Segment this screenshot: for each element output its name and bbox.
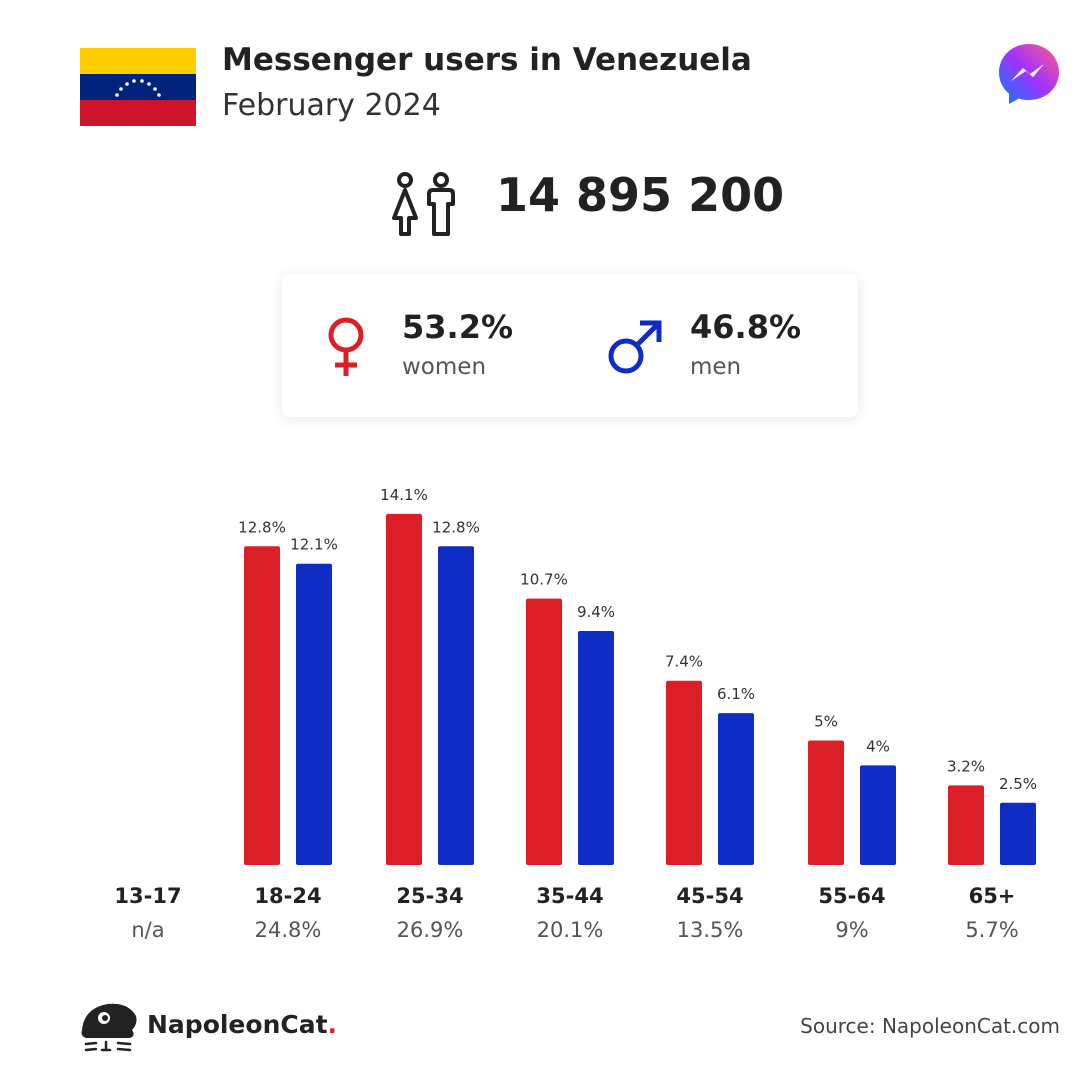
bar-women-65+ (948, 785, 984, 865)
age-group-label: 18-24 (254, 884, 322, 908)
women-label: women (402, 354, 487, 380)
data-label: 9.4% (577, 603, 615, 621)
data-label: 12.1% (290, 536, 338, 554)
bar-men-65+ (1000, 802, 1036, 865)
bar-men-35-44 (578, 630, 614, 865)
bar-men-55-64 (860, 765, 896, 865)
age-group-label: 25-34 (396, 884, 464, 908)
source-credit: Source: NapoleonCat.com (800, 1014, 1060, 1038)
age-group-total: 13.5% (676, 918, 744, 942)
bar-women-45-54 (666, 680, 702, 865)
bar-women-25-34 (386, 513, 422, 865)
female-symbol-icon (328, 317, 364, 376)
age-group-label: 13-17 (114, 884, 182, 908)
data-label: 12.8% (432, 518, 480, 536)
people-icon (392, 172, 455, 236)
age-group-total: 26.9% (396, 918, 464, 942)
men-percentage: 46.8% (690, 308, 802, 346)
age-group-label: 55-64 (818, 884, 886, 908)
men-label: men (690, 354, 742, 380)
page-title: Messenger users in Venezuela (222, 42, 752, 78)
bar-women-35-44 (526, 598, 562, 865)
data-label: 7.4% (665, 653, 703, 671)
data-label: 10.7% (520, 571, 568, 589)
gender-split-card: 53.2% women 46.8% men (282, 274, 858, 417)
age-gender-bar-chart: 12.8%14.1%10.7%7.4%5%3.2%12.1%12.8%9.4%6… (238, 486, 1037, 865)
age-group-label: 45-54 (676, 884, 744, 908)
total-users-value: 14 895 200 (496, 168, 785, 222)
page-subtitle: February 2024 (222, 88, 441, 123)
age-group-total: 9% (835, 918, 869, 942)
bar-women-18-24 (244, 546, 280, 865)
data-label: 6.1% (717, 685, 755, 703)
women-percentage: 53.2% (402, 308, 514, 346)
messenger-logo-icon (999, 44, 1059, 104)
age-group-label: 65+ (968, 884, 1016, 908)
age-group-total: 5.7% (965, 918, 1019, 942)
data-label: 14.1% (380, 486, 428, 504)
male-symbol-icon (608, 320, 662, 374)
age-group-total: 24.8% (254, 918, 322, 942)
data-label: 5% (814, 713, 838, 731)
bar-women-55-64 (808, 740, 844, 865)
age-group-total: n/a (131, 918, 165, 942)
data-label: 3.2% (947, 757, 985, 775)
bar-men-25-34 (438, 546, 474, 865)
data-label: 4% (866, 737, 890, 755)
bar-men-45-54 (718, 713, 754, 865)
age-group-total: 20.1% (536, 918, 604, 942)
brand-name: NapoleonCat. (147, 1010, 338, 1039)
age-group-label: 35-44 (536, 884, 604, 908)
data-label: 2.5% (999, 775, 1037, 793)
bar-men-18-24 (296, 563, 332, 865)
napoleoncat-logo-icon (81, 1003, 137, 1052)
venezuela-flag-icon (80, 48, 196, 126)
data-label: 12.8% (238, 518, 286, 536)
